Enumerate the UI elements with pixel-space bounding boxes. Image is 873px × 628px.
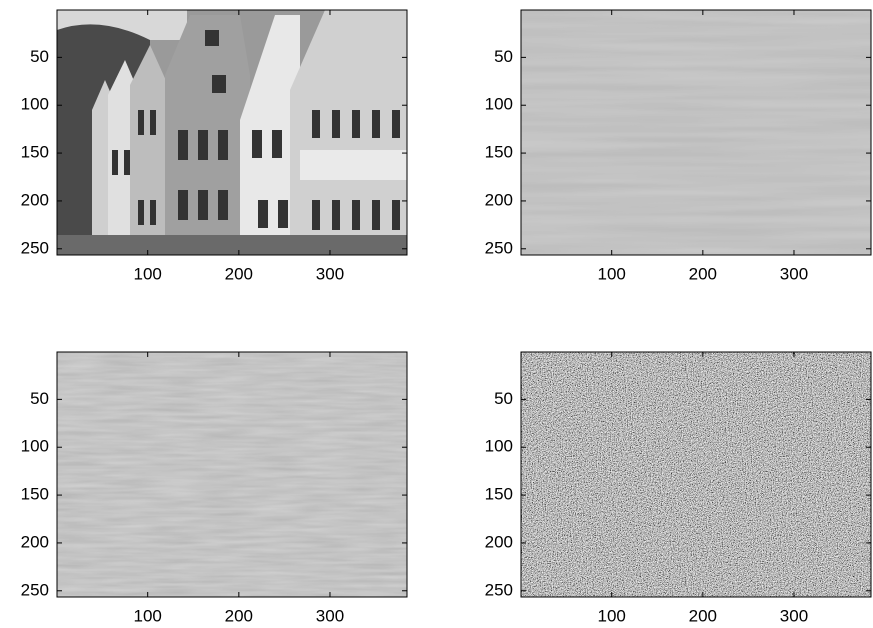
y-tick-label: 150: [485, 143, 513, 162]
y-tick-label: 100: [21, 437, 49, 456]
y-tick-label: 250: [21, 580, 49, 599]
y-tick-label: 250: [485, 580, 513, 599]
y-tick-label: 250: [21, 238, 49, 257]
image-detail-vertical: [57, 352, 407, 597]
y-tick-label: 100: [485, 95, 513, 114]
y-tick-label: 150: [485, 485, 513, 504]
y-tick-label: 200: [485, 532, 513, 551]
x-tick-label: 100: [598, 264, 626, 283]
x-tick-label: 200: [225, 264, 253, 283]
y-tick-label: 100: [21, 95, 49, 114]
y-tick-label: 50: [30, 47, 49, 66]
y-tick-label: 200: [485, 190, 513, 209]
y-tick-label: 150: [21, 143, 49, 162]
y-tick-label: 50: [494, 47, 513, 66]
x-tick-label: 100: [598, 606, 626, 625]
image-noise: [521, 352, 871, 597]
x-tick-label: 100: [134, 606, 162, 625]
y-tick-label: 250: [485, 238, 513, 257]
page: {"chart_data": [ {"type": "image", "xlim…: [0, 0, 873, 628]
y-tick-label: 200: [21, 190, 49, 209]
x-tick-label: 300: [316, 606, 344, 625]
x-tick-label: 200: [689, 264, 717, 283]
x-tick-label: 100: [134, 264, 162, 283]
x-tick-label: 300: [780, 264, 808, 283]
image-photo: [57, 10, 407, 255]
figure: 100 200 300 50 100 150 200 250 100 200 300 50 100 150…: [0, 0, 873, 628]
x-tick-label: 200: [689, 606, 717, 625]
image-detail-horizontal: [521, 10, 871, 255]
x-tick-label: 300: [316, 264, 344, 283]
y-tick-label: 50: [30, 389, 49, 408]
x-tick-label: 200: [225, 606, 253, 625]
y-tick-label: 200: [21, 532, 49, 551]
x-tick-label: 300: [780, 606, 808, 625]
y-tick-label: 50: [494, 389, 513, 408]
y-tick-label: 100: [485, 437, 513, 456]
y-tick-label: 150: [21, 485, 49, 504]
